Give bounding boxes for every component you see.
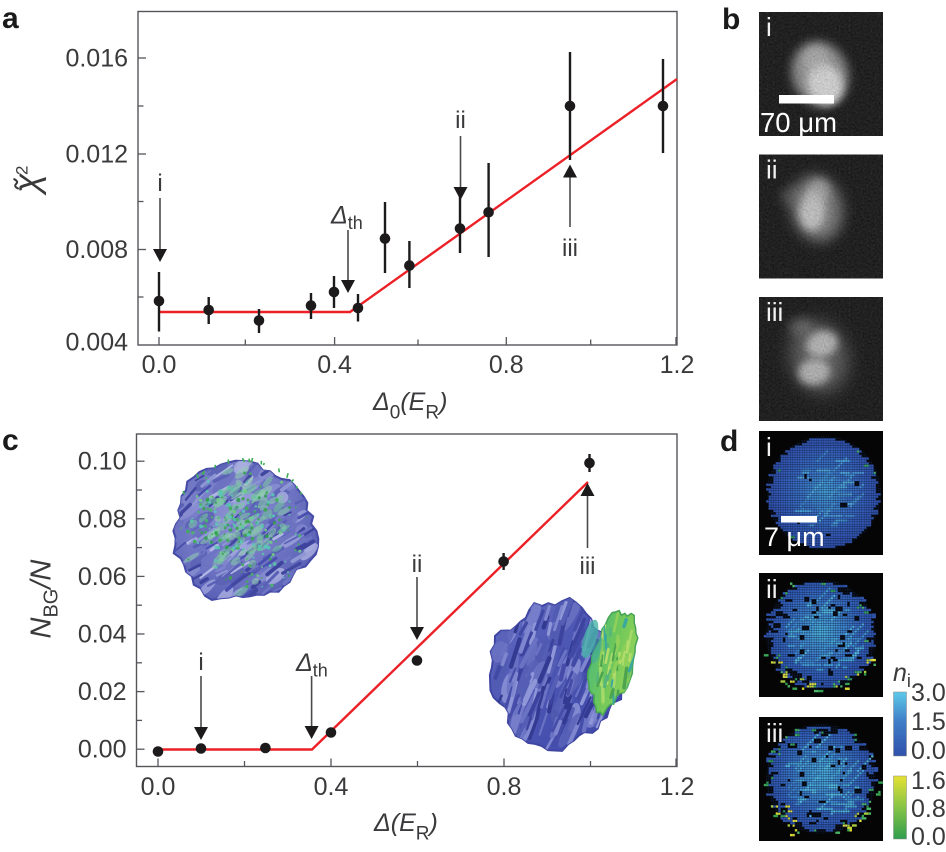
svg-text:Δth: Δth (295, 649, 328, 681)
svg-text:70 μm: 70 μm (760, 107, 837, 138)
svg-text:iii: iii (580, 553, 596, 580)
svg-text:0.4: 0.4 (317, 351, 352, 379)
svg-text:ni: ni (893, 659, 911, 691)
svg-text:b: b (722, 3, 740, 36)
svg-text:a: a (2, 2, 19, 35)
svg-text:iii: iii (562, 235, 578, 262)
svg-text:0.06: 0.06 (78, 563, 127, 591)
svg-text:χ: χ (6, 172, 47, 196)
svg-text:iii: iii (766, 718, 783, 748)
svg-text:Δ(ER): Δ(ER) (373, 809, 438, 845)
svg-text:0.008: 0.008 (65, 236, 128, 264)
svg-text:0.8: 0.8 (489, 351, 524, 379)
svg-text:0.0: 0.0 (141, 773, 176, 801)
svg-text:1.6: 1.6 (911, 767, 946, 795)
svg-text:7 μm: 7 μm (764, 522, 825, 552)
svg-text:0.004: 0.004 (65, 329, 128, 357)
svg-text:iii: iii (766, 297, 783, 327)
svg-text:c: c (2, 424, 19, 457)
svg-text:1.2: 1.2 (660, 351, 695, 379)
svg-text:0.016: 0.016 (65, 45, 128, 73)
svg-text:0.0: 0.0 (911, 737, 946, 765)
svg-text:2: 2 (13, 166, 32, 175)
svg-text:0.00: 0.00 (78, 736, 127, 764)
svg-text:Δth: Δth (330, 202, 363, 234)
svg-text:0.0: 0.0 (142, 351, 177, 379)
svg-text:ii: ii (412, 551, 423, 578)
svg-text:0.8: 0.8 (911, 795, 946, 823)
svg-text:3.0: 3.0 (911, 679, 946, 707)
svg-text:1.5: 1.5 (911, 708, 946, 736)
svg-text:i: i (198, 649, 203, 676)
svg-text:ii: ii (766, 155, 778, 185)
svg-text:d: d (720, 425, 738, 458)
svg-text:0.8: 0.8 (487, 773, 522, 801)
svg-text:0.0: 0.0 (911, 823, 946, 851)
svg-text:NBG/N: NBG/N (26, 560, 63, 639)
svg-text:1.2: 1.2 (660, 773, 695, 801)
svg-text:i: i (157, 170, 162, 197)
svg-text:0.4: 0.4 (314, 773, 349, 801)
svg-text:i: i (766, 12, 772, 42)
svg-text:ii: ii (455, 107, 466, 134)
svg-text:ii: ii (766, 574, 778, 604)
svg-text:i: i (766, 432, 772, 462)
svg-text:0.08: 0.08 (78, 505, 127, 533)
svg-text:0.10: 0.10 (78, 448, 127, 476)
svg-text:0.04: 0.04 (78, 621, 127, 649)
svg-text:Δ0(ER): Δ0(ER) (372, 388, 447, 424)
svg-text:0.02: 0.02 (78, 678, 127, 706)
svg-text:0.012: 0.012 (65, 141, 128, 169)
